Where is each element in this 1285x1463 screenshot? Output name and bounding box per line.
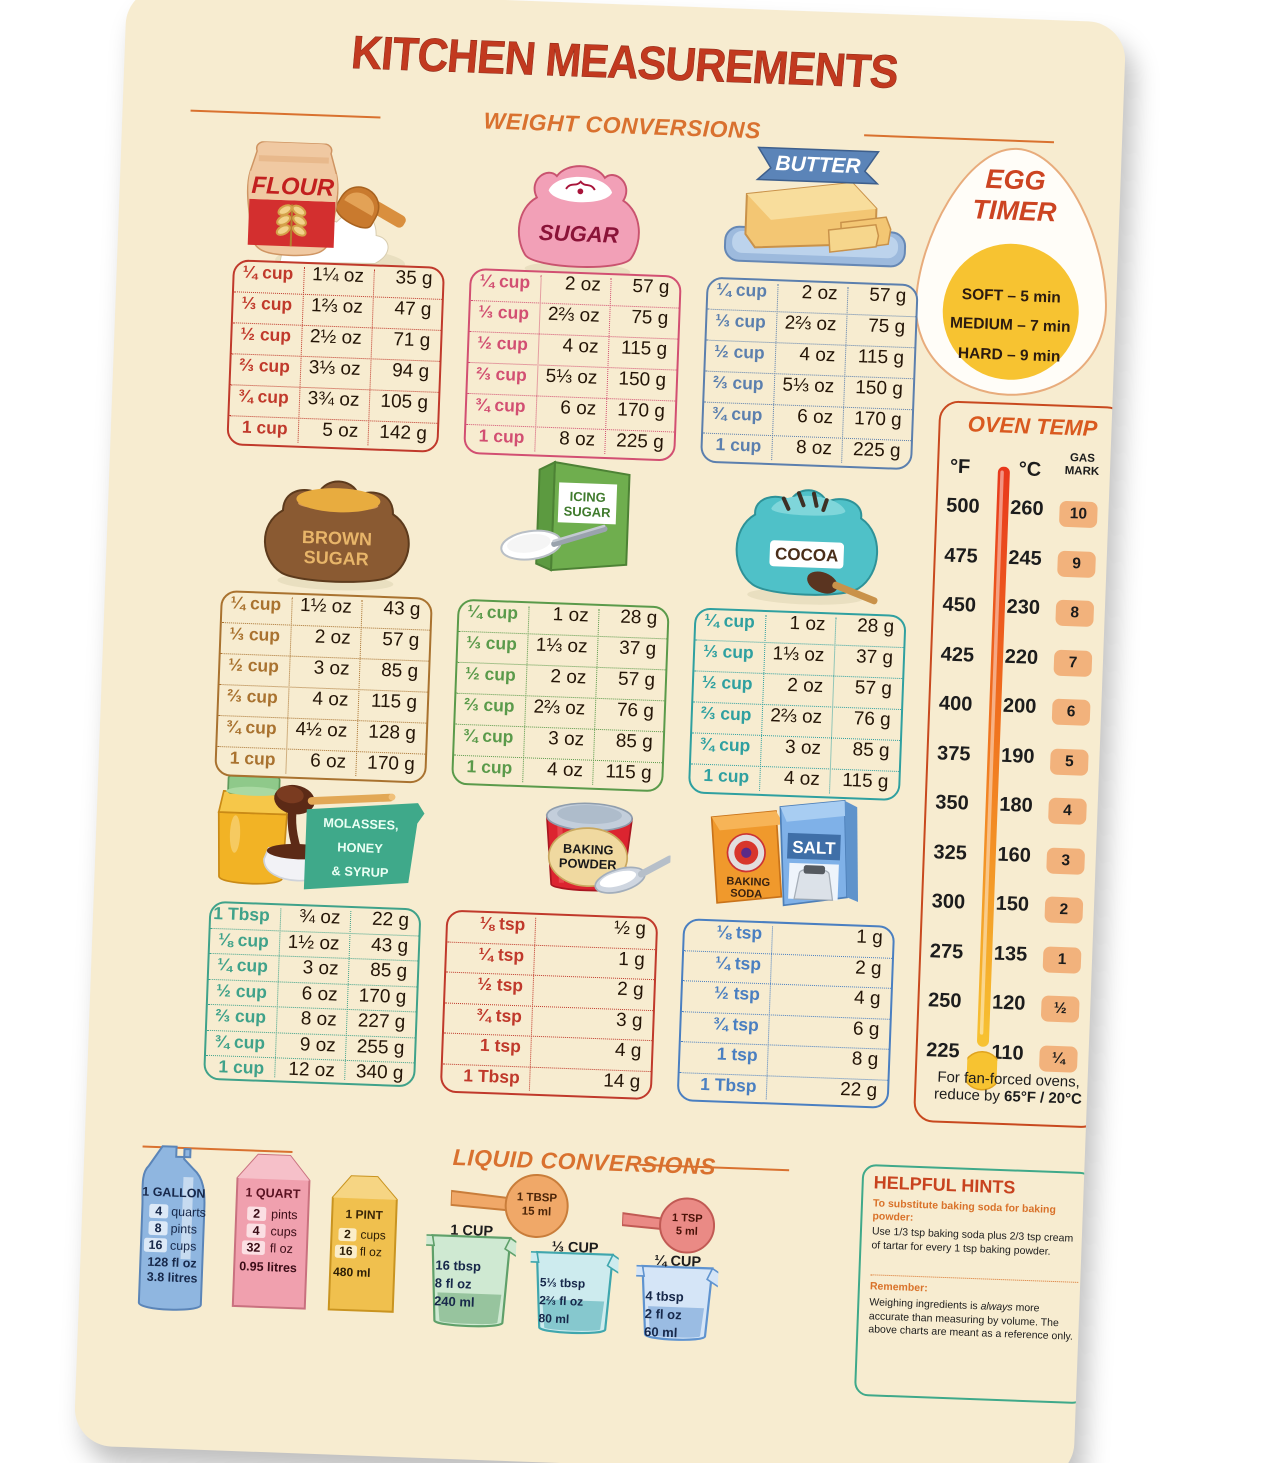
svg-text:BROWN: BROWN — [302, 527, 373, 550]
svg-text:HONEY: HONEY — [337, 839, 383, 856]
svg-text:2⅔ fl oz: 2⅔ fl oz — [539, 1293, 583, 1309]
svg-text:5⅓ tbsp: 5⅓ tbsp — [540, 1275, 586, 1291]
svg-text:16 tbsp: 16 tbsp — [435, 1257, 481, 1274]
svg-text:480 ml: 480 ml — [333, 1265, 371, 1280]
svg-text:SUGAR: SUGAR — [563, 504, 611, 521]
svg-text:8 fl oz: 8 fl oz — [435, 1275, 473, 1291]
svg-text:80 ml: 80 ml — [538, 1311, 569, 1326]
svg-text:SODA: SODA — [730, 888, 762, 901]
svg-text:pints: pints — [271, 1207, 298, 1222]
svg-text:pints: pints — [170, 1222, 197, 1237]
svg-text:MOLASSES,: MOLASSES, — [323, 815, 399, 833]
svg-text:2: 2 — [253, 1207, 261, 1221]
svg-text:& SYRUP: & SYRUP — [331, 863, 389, 880]
svg-text:2: 2 — [344, 1227, 352, 1241]
svg-text:COCOA: COCOA — [775, 544, 839, 565]
svg-text:3.8 litres: 3.8 litres — [147, 1270, 198, 1286]
svg-text:cups: cups — [270, 1224, 297, 1239]
svg-text:15 ml: 15 ml — [522, 1205, 552, 1218]
svg-text:16: 16 — [339, 1244, 353, 1258]
svg-text:4: 4 — [252, 1224, 260, 1238]
svg-text:1 GALLON: 1 GALLON — [142, 1185, 206, 1201]
svg-text:1 QUART: 1 QUART — [245, 1185, 301, 1201]
svg-text:128 fl oz: 128 fl oz — [147, 1255, 197, 1271]
svg-text:1 PINT: 1 PINT — [345, 1207, 383, 1222]
svg-text:16: 16 — [148, 1238, 162, 1253]
svg-text:4: 4 — [155, 1204, 163, 1218]
svg-text:fl oz: fl oz — [360, 1245, 383, 1260]
svg-text:SUGAR: SUGAR — [538, 220, 619, 248]
svg-text:5 ml: 5 ml — [676, 1225, 698, 1238]
svg-text:FLOUR: FLOUR — [251, 172, 335, 202]
svg-text:240 ml: 240 ml — [434, 1293, 475, 1309]
svg-text:0.95 litres: 0.95 litres — [239, 1259, 297, 1275]
svg-text:1 TSP: 1 TSP — [672, 1212, 703, 1225]
svg-text:ICING: ICING — [569, 489, 606, 505]
svg-text:1 TBSP: 1 TBSP — [517, 1191, 558, 1204]
svg-text:SUGAR: SUGAR — [303, 547, 369, 569]
svg-text:POWDER: POWDER — [559, 855, 617, 872]
svg-text:32: 32 — [246, 1240, 260, 1255]
svg-text:2 fl oz: 2 fl oz — [645, 1306, 683, 1322]
svg-text:4 tbsp: 4 tbsp — [645, 1288, 684, 1304]
svg-text:8: 8 — [154, 1221, 162, 1235]
svg-text:cups: cups — [170, 1239, 197, 1254]
svg-text:fl oz: fl oz — [270, 1241, 293, 1256]
svg-text:quarts: quarts — [171, 1205, 206, 1220]
svg-text:cups: cups — [360, 1228, 386, 1243]
svg-text:60 ml: 60 ml — [644, 1324, 678, 1340]
svg-text:BUTTER: BUTTER — [775, 152, 862, 178]
svg-text:SALT: SALT — [792, 838, 836, 859]
